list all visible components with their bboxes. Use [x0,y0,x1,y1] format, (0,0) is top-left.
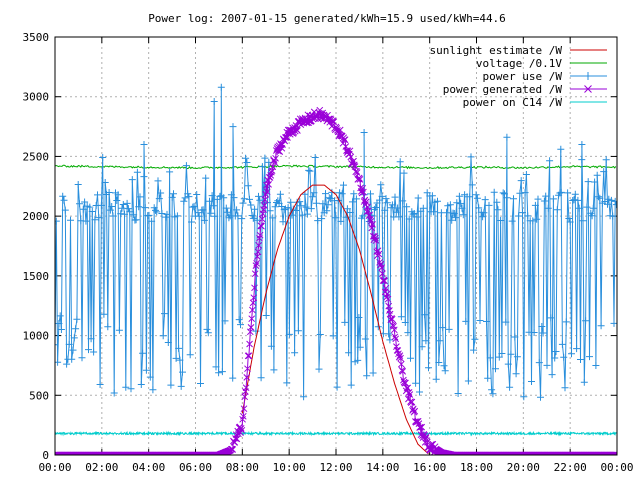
series-power-use-points [55,83,617,401]
x-tick-label: 08:00 [226,461,259,474]
y-tick-label: 1000 [23,330,50,343]
legend-label: power on C14 /W [463,96,563,109]
x-tick-label: 14:00 [366,461,399,474]
series-layer [55,83,617,455]
x-tick-label: 00:00 [600,461,633,474]
series-power-on-c14-line [55,430,617,437]
series-sunlight-estimate-line [241,184,429,455]
plot-frame [54,36,618,456]
x-tick-label: 20:00 [507,461,540,474]
legend-label: power generated /W [443,83,563,96]
legend-label: power use /W [483,70,563,83]
y-tick-label: 3500 [23,31,50,44]
y-tick-label: 500 [29,389,49,402]
x-tick-label: 16:00 [413,461,446,474]
y-tick-label: 3000 [23,91,50,104]
legend-label: voltage /0.1V [476,57,562,70]
y-tick-label: 2500 [23,150,50,163]
legend-label: sunlight estimate /W [430,44,563,57]
x-tick-label: 22:00 [554,461,587,474]
y-tick-label: 0 [42,449,49,462]
x-tick-label: 18:00 [460,461,493,474]
x-axis: 00:00 02:00 04:00 06:00 08:00 10:00 12:00 14:00… [38,37,634,474]
legend-marker [584,85,592,93]
series-voltage-line [55,164,617,170]
x-tick-label: 06:00 [179,461,212,474]
x-tick-label: 04:00 [132,461,165,474]
x-tick-label: 12:00 [319,461,352,474]
y-tick-label: 2000 [23,210,50,223]
chart-title: Power log: 2007-01-15 generated/kWh=15.9… [148,12,506,25]
x-tick-label: 10:00 [273,461,306,474]
legend-marker [584,72,592,80]
x-tick-label: 02:00 [85,461,118,474]
y-tick-label: 1500 [23,270,50,283]
series-power-generated-points [55,106,617,455]
x-tick-label: 00:00 [38,461,71,474]
